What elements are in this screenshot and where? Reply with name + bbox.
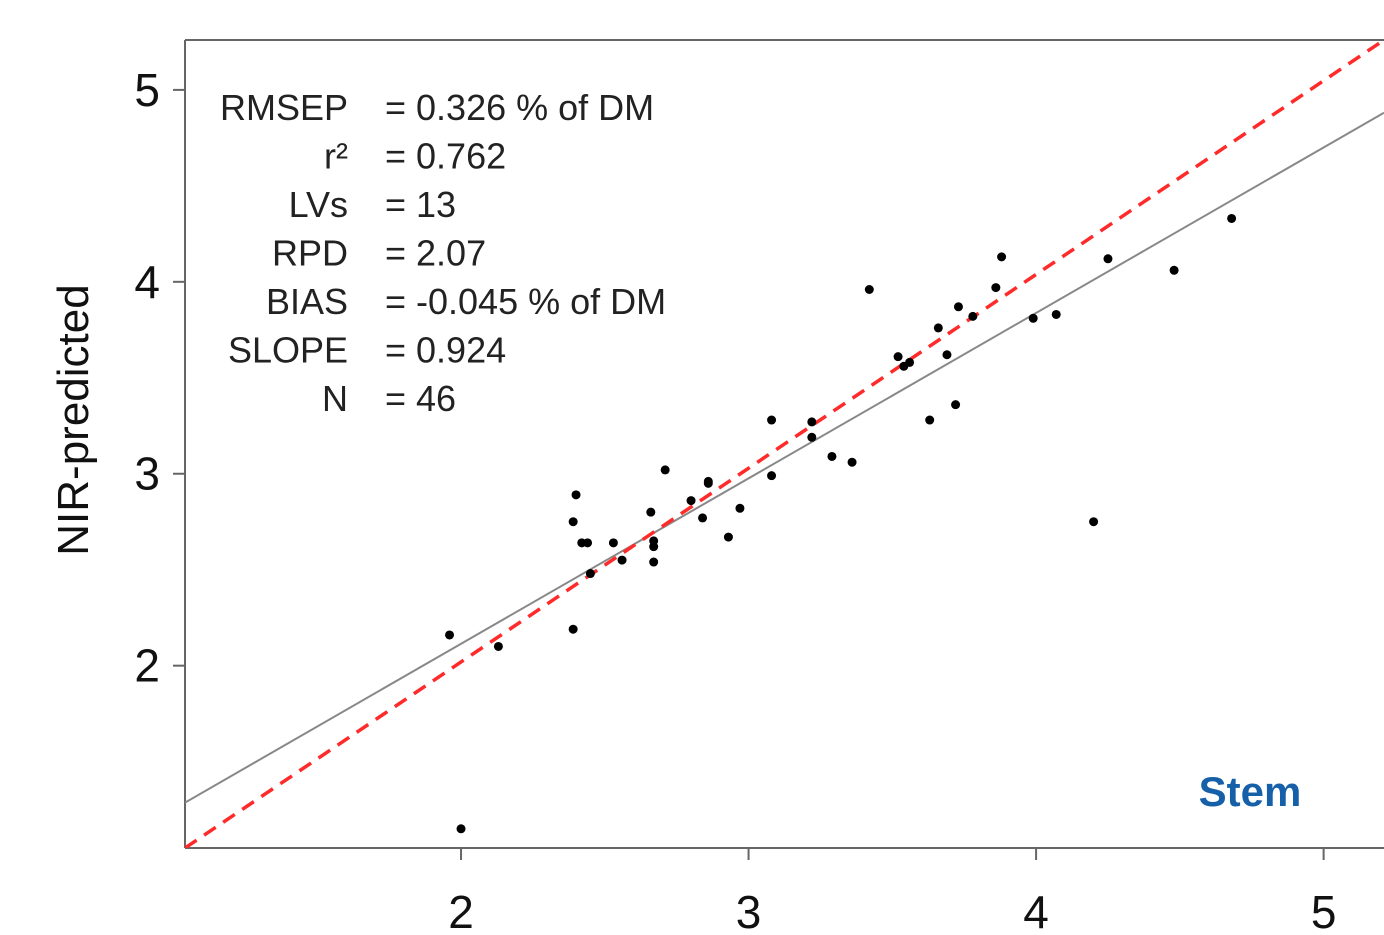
identity-line (185, 40, 1384, 848)
data-point (905, 357, 915, 367)
stat-value: = 0.924 (385, 330, 506, 371)
stat-name: N (322, 378, 348, 419)
panel-label: Stem (1199, 768, 1302, 815)
stat-value: = 0.326 % of DM (385, 87, 654, 128)
data-point (807, 432, 817, 442)
x-tick-label: 3 (736, 886, 762, 935)
stat-name: LVs (289, 184, 348, 225)
y-axis-ticks: 2 3 4 5 (134, 64, 185, 692)
data-point (585, 569, 595, 579)
data-point (703, 476, 713, 486)
x-tick-label: 2 (448, 886, 474, 935)
y-tick-label: 5 (134, 64, 160, 116)
data-point (617, 555, 627, 565)
stat-name: RMSEP (220, 87, 348, 128)
data-point (953, 302, 963, 312)
y-tick-label: 2 (134, 640, 160, 692)
data-point (827, 451, 837, 461)
data-point (660, 465, 670, 475)
stat-name: SLOPE (228, 330, 348, 371)
data-point (571, 490, 581, 500)
data-point (864, 285, 874, 295)
data-point (968, 311, 978, 321)
y-axis-label: NIR-predicted (49, 284, 98, 555)
data-point (767, 415, 777, 425)
plot-area (185, 40, 1384, 848)
data-point (698, 513, 708, 523)
data-point (608, 538, 618, 548)
stat-name: RPD (272, 233, 348, 274)
data-point (997, 252, 1007, 262)
data-point (456, 824, 466, 834)
data-point (583, 538, 593, 548)
stats-box: RMSEP = 0.326 % of DM r² = 0.762 LVs = 13 RPD =… (220, 87, 666, 419)
x-tick-label: 5 (1311, 886, 1337, 935)
stat-value: = 46 (385, 378, 456, 419)
stat-value: = 0.762 (385, 136, 506, 177)
data-point (942, 350, 952, 360)
data-point (568, 517, 578, 527)
data-point (807, 417, 817, 427)
stat-name: r² (324, 136, 348, 177)
x-tick-label: 4 (1023, 886, 1049, 935)
data-point (1028, 313, 1038, 323)
stat-value: = 2.07 (385, 233, 486, 274)
data-point (649, 536, 659, 546)
data-point (445, 630, 455, 640)
stat-value: = -0.045 % of DM (385, 281, 666, 322)
data-point (925, 415, 935, 425)
data-point (1227, 213, 1237, 223)
data-point (933, 323, 943, 333)
data-point (735, 503, 745, 513)
stat-name: BIAS (266, 281, 348, 322)
x-axis-ticks: 2 3 4 5 (448, 848, 1336, 935)
data-point (1169, 265, 1179, 275)
data-point (686, 496, 696, 506)
data-point (723, 532, 733, 542)
data-point (1103, 254, 1113, 264)
y-tick-label: 4 (134, 256, 160, 308)
fit-line (185, 111, 1384, 804)
data-point (951, 400, 961, 410)
data-point (991, 283, 1001, 293)
data-point (1089, 517, 1099, 527)
data-point (847, 457, 857, 467)
data-point (646, 507, 656, 517)
data-point (767, 471, 777, 481)
data-point (568, 624, 578, 634)
data-point (493, 641, 503, 651)
data-point (1051, 309, 1061, 319)
data-points (445, 213, 1237, 834)
stat-value: = 13 (385, 184, 456, 225)
y-tick-label: 3 (134, 448, 160, 500)
data-point (893, 352, 903, 362)
data-point (649, 557, 659, 567)
